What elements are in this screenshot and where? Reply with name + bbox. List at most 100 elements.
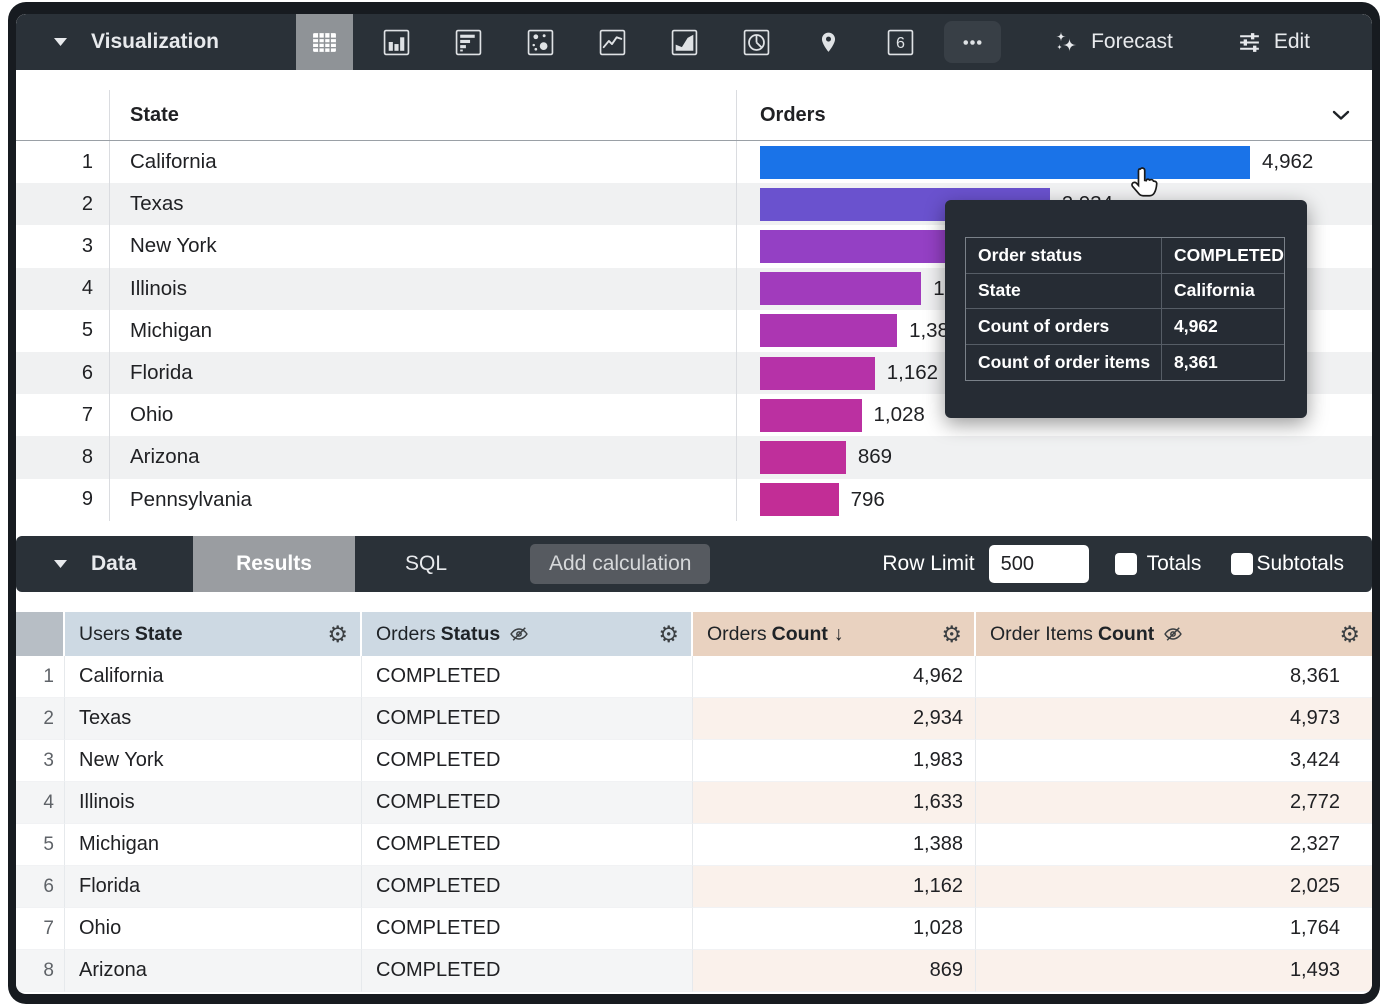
cell-order-items-count[interactable]: 2,327 (976, 824, 1372, 866)
bar-value-label: 1,028 (873, 403, 925, 427)
cell-order-items-count[interactable]: 1,493 (976, 950, 1372, 992)
tab-sql[interactable]: SQL (404, 552, 448, 575)
cell-orders-count[interactable]: 2,934 (693, 698, 976, 740)
viz-type-bar-chart[interactable] (440, 14, 497, 70)
viz-bar-cell: 1,162 (737, 352, 1372, 394)
column-field-name: Count (771, 622, 828, 645)
row-number-cell: 6 (16, 866, 65, 908)
gear-icon[interactable]: ⚙ (327, 620, 348, 647)
subtotals-checkbox[interactable] (1231, 553, 1254, 575)
tooltip-value: California (1174, 280, 1255, 301)
chevron-down-icon[interactable] (1332, 110, 1350, 121)
cell-orders-count[interactable]: 869 (693, 950, 976, 992)
viz-bar-cell: 796 (737, 479, 1372, 521)
cell-orders-status[interactable]: COMPLETED (362, 908, 693, 950)
cell-orders-count[interactable]: 1,633 (693, 782, 976, 824)
row-number-cell: 7 (16, 908, 65, 950)
tooltip-value: 4,962 (1174, 315, 1218, 336)
viz-row-number-header (16, 90, 110, 140)
viz-table-row: 9 Pennsylvania 796 (16, 478, 1372, 521)
viz-type-pie-chart[interactable] (728, 14, 785, 70)
cell-orders-status[interactable]: COMPLETED (362, 782, 693, 824)
viz-table-row: 8 Arizona 869 (16, 436, 1372, 479)
cell-orders-status[interactable]: COMPLETED (362, 656, 693, 698)
forecast-button[interactable]: Forecast (1053, 29, 1173, 55)
data-section-toggle[interactable]: Data (16, 552, 193, 576)
viz-state-cell: Pennsylvania (110, 478, 737, 521)
orders-bar[interactable] (760, 398, 862, 432)
viz-type-single-value-chart[interactable]: 6 (872, 14, 929, 70)
cell-users-state[interactable]: Michigan (65, 824, 362, 866)
orders-column-header[interactable]: Orders (737, 90, 1372, 140)
cell-order-items-count[interactable]: 2,025 (976, 866, 1372, 908)
cell-orders-count[interactable]: 1,028 (693, 908, 976, 950)
viz-state-cell: Ohio (110, 394, 737, 437)
orders-bar[interactable] (760, 145, 1250, 179)
cell-orders-status[interactable]: COMPLETED (362, 824, 693, 866)
column-header-order-items-count[interactable]: Order Items Count ⚙ (976, 612, 1372, 656)
visualization-section-toggle[interactable]: Visualization (16, 30, 296, 54)
viz-state-cell: New York (110, 225, 737, 268)
cell-order-items-count[interactable]: 8,361 (976, 656, 1372, 698)
orders-bar[interactable] (760, 272, 922, 306)
viz-type-area-chart[interactable] (656, 14, 713, 70)
tab-results[interactable]: Results (193, 536, 355, 592)
cell-users-state[interactable]: Ohio (65, 908, 362, 950)
orders-bar[interactable] (760, 314, 898, 348)
totals-checkbox[interactable] (1114, 553, 1137, 575)
viz-type-map-chart[interactable] (800, 14, 857, 70)
visualization-title: Visualization (91, 30, 219, 53)
tooltip-label: Count of order items (966, 344, 1162, 380)
cell-order-items-count[interactable]: 4,973 (976, 698, 1372, 740)
viz-type-table-chart[interactable] (296, 14, 353, 70)
orders-bar[interactable] (760, 229, 956, 263)
cell-users-state[interactable]: Texas (65, 698, 362, 740)
viz-row-number: 5 (16, 309, 110, 352)
viz-header-row: State Orders (16, 90, 1372, 141)
viz-type-column-chart[interactable] (368, 14, 425, 70)
orders-bar[interactable] (760, 356, 875, 390)
cell-users-state[interactable]: New York (65, 740, 362, 782)
cell-orders-status[interactable]: COMPLETED (362, 950, 693, 992)
cell-order-items-count[interactable]: 1,764 (976, 908, 1372, 950)
edit-button[interactable]: Edit (1237, 30, 1310, 55)
cell-orders-status[interactable]: COMPLETED (362, 740, 693, 782)
column-header-users-state[interactable]: Users State ⚙ (65, 612, 362, 656)
column-header-orders-status[interactable]: Orders Status ⚙ (362, 612, 693, 656)
table-row: 8 Arizona COMPLETED 869 1,493 (16, 950, 1372, 992)
viz-state-cell: Texas (110, 183, 737, 226)
gear-icon[interactable]: ⚙ (941, 620, 962, 647)
column-header-orders-count[interactable]: Orders Count ↓ ⚙ (693, 612, 976, 656)
viz-type-more-options[interactable] (944, 21, 1001, 63)
add-calculation-button[interactable]: Add calculation (530, 544, 711, 584)
cell-orders-count[interactable]: 1,983 (693, 740, 976, 782)
row-limit-input[interactable] (988, 545, 1089, 583)
cell-order-items-count[interactable]: 3,424 (976, 740, 1372, 782)
cell-orders-count[interactable]: 1,388 (693, 824, 976, 866)
cell-users-state[interactable]: Arizona (65, 950, 362, 992)
state-column-header[interactable]: State (110, 90, 737, 140)
bar-value-label: 869 (857, 445, 893, 469)
results-table: Users State ⚙ Orders Status ⚙ Orders Count ↓ ⚙ Ord… (16, 612, 1372, 992)
data-toolbar: Data Results SQL Add calculation Row Lim… (16, 536, 1372, 592)
orders-header-label: Orders (760, 103, 826, 126)
sort-desc-icon: ↓ (833, 622, 844, 645)
gear-icon[interactable]: ⚙ (1339, 620, 1360, 647)
viz-type-scatter-chart[interactable] (512, 14, 569, 70)
cell-users-state[interactable]: California (65, 656, 362, 698)
cell-orders-status[interactable]: COMPLETED (362, 866, 693, 908)
cell-orders-count[interactable]: 1,162 (693, 866, 976, 908)
tooltip-value: 8,361 (1174, 351, 1218, 372)
viz-state-cell: Arizona (110, 436, 737, 479)
orders-bar[interactable] (760, 483, 839, 517)
gear-icon[interactable]: ⚙ (658, 620, 679, 647)
row-number-column-header (16, 612, 65, 656)
cell-order-items-count[interactable]: 2,772 (976, 782, 1372, 824)
cell-orders-count[interactable]: 4,962 (693, 656, 976, 698)
data-title: Data (91, 552, 137, 575)
orders-bar[interactable] (760, 440, 846, 474)
cell-users-state[interactable]: Illinois (65, 782, 362, 824)
cell-orders-status[interactable]: COMPLETED (362, 698, 693, 740)
cell-users-state[interactable]: Florida (65, 866, 362, 908)
viz-type-line-chart[interactable] (584, 14, 641, 70)
